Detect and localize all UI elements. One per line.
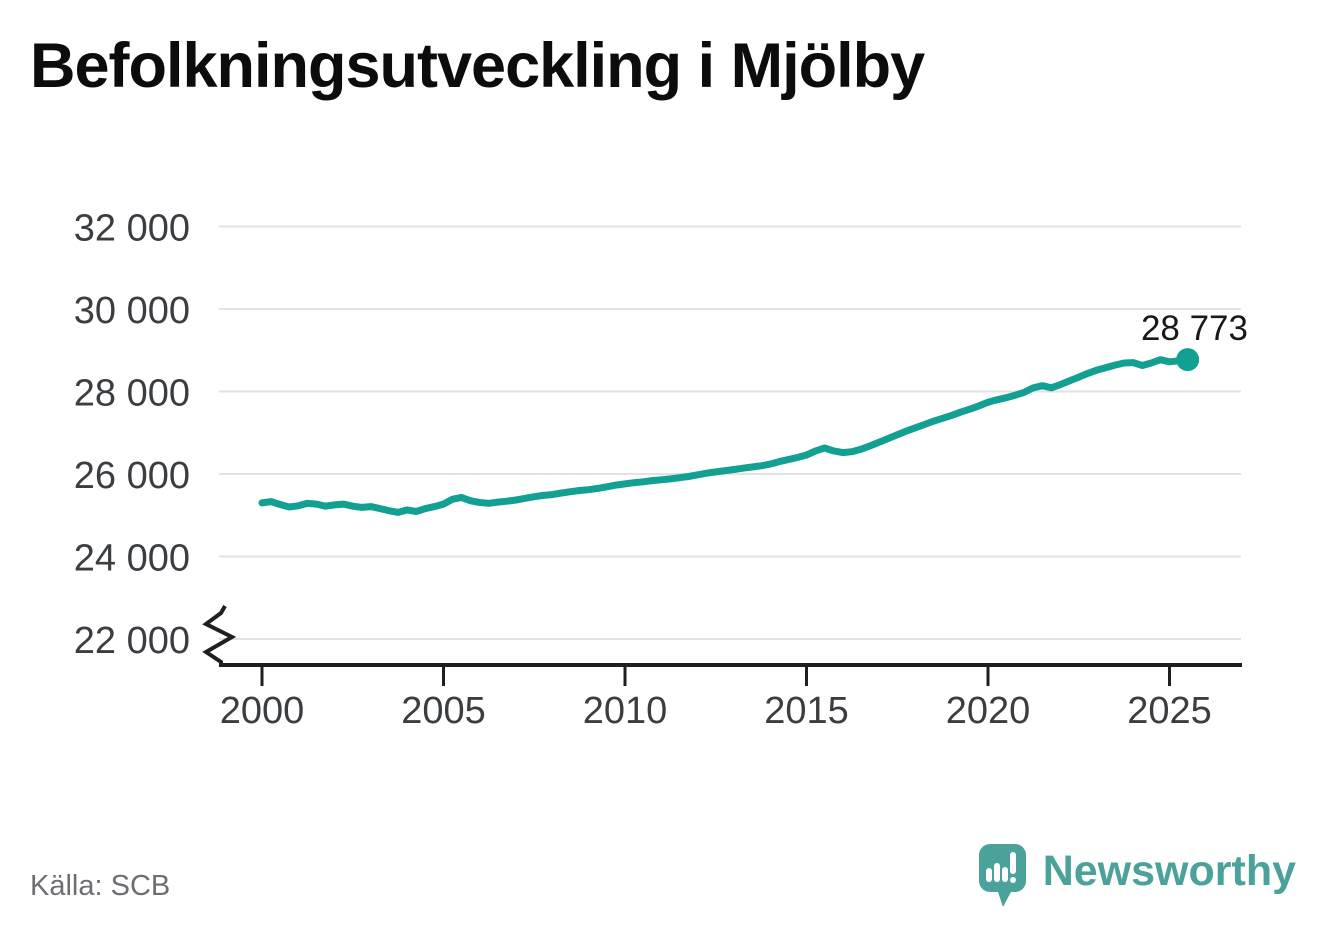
x-tick-label: 2025 <box>1127 690 1212 732</box>
end-point-dot <box>1176 348 1200 372</box>
logo-exclamation-dot <box>1009 877 1016 883</box>
logo-bar-small <box>985 868 992 882</box>
y-tick-label: 30 000 <box>74 290 190 332</box>
y-tick-label: 26 000 <box>74 455 190 497</box>
x-tick-label: 2015 <box>764 690 849 732</box>
x-tick-label: 2010 <box>583 690 668 732</box>
newsworthy-logo-icon <box>978 844 1026 907</box>
logo-exclamation-bar <box>1009 852 1016 874</box>
logo-bar-tall <box>993 863 1000 882</box>
x-tick-label: 2000 <box>220 690 305 732</box>
logo-bar-medium <box>1001 867 1008 882</box>
axis-break-icon <box>202 605 237 667</box>
end-point-label: 28 773 <box>1141 309 1248 348</box>
source-note: Källa: SCB <box>30 870 171 902</box>
y-tick-label: 24 000 <box>74 538 190 580</box>
y-tick-label: 32 000 <box>74 208 190 250</box>
y-tick-label: 22 000 <box>74 620 190 662</box>
brand-name: Newsworthy <box>1042 846 1296 895</box>
population-series-line <box>258 356 1192 516</box>
y-tick-label: 28 000 <box>74 373 190 415</box>
brand-footer: Newsworthy <box>978 844 1296 910</box>
x-tick-label: 2005 <box>401 690 486 732</box>
chart-title: Befolkningsutveckling i Mjölby <box>30 31 925 101</box>
x-tick-label: 2020 <box>946 690 1031 732</box>
